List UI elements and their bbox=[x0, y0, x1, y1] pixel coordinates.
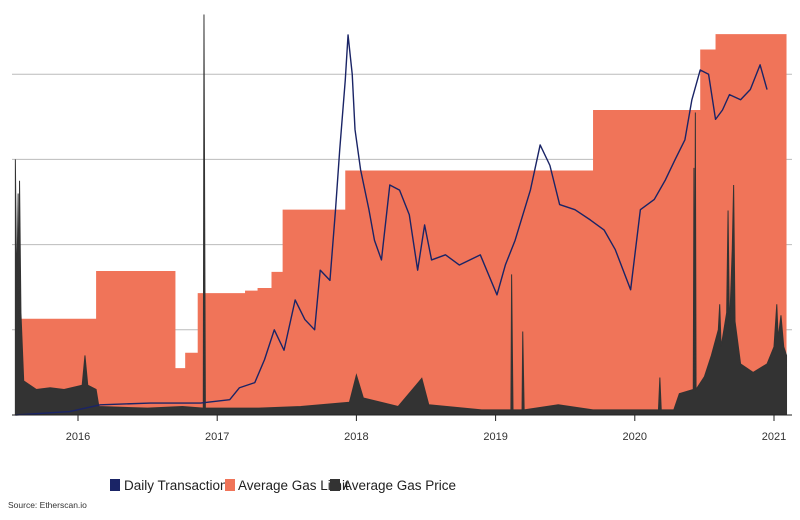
x-tick-label: 2018 bbox=[344, 431, 368, 443]
series-average-gas-price bbox=[14, 14, 788, 416]
series-daily-transactions bbox=[15, 34, 768, 416]
x-tick-label: 2019 bbox=[483, 431, 507, 443]
legend-label-daily-transactions: Daily Transactions bbox=[124, 478, 235, 493]
legend-swatch-daily-transactions bbox=[110, 479, 120, 491]
legend-swatch-average-gas-price bbox=[330, 479, 340, 491]
x-tick-label: 2016 bbox=[66, 431, 90, 443]
plot-area bbox=[14, 14, 788, 416]
x-tick-label: 2017 bbox=[205, 431, 229, 443]
x-tick-label: 2021 bbox=[762, 431, 786, 443]
series-average-gas-limit bbox=[18, 34, 787, 415]
legend-label-average-gas-price: Average Gas Price bbox=[343, 478, 456, 493]
legend-swatch-average-gas-limit bbox=[225, 479, 235, 491]
source-note: Source: Etherscan.io bbox=[8, 500, 87, 510]
x-tick-label: 2020 bbox=[623, 431, 647, 443]
x-axis: 2016 2017 2018 2019 2020 2021 bbox=[66, 415, 786, 443]
legend: Daily Transactions Average Gas Limit Ave… bbox=[110, 478, 456, 493]
legend-label-average-gas-limit: Average Gas Limit bbox=[238, 478, 349, 493]
